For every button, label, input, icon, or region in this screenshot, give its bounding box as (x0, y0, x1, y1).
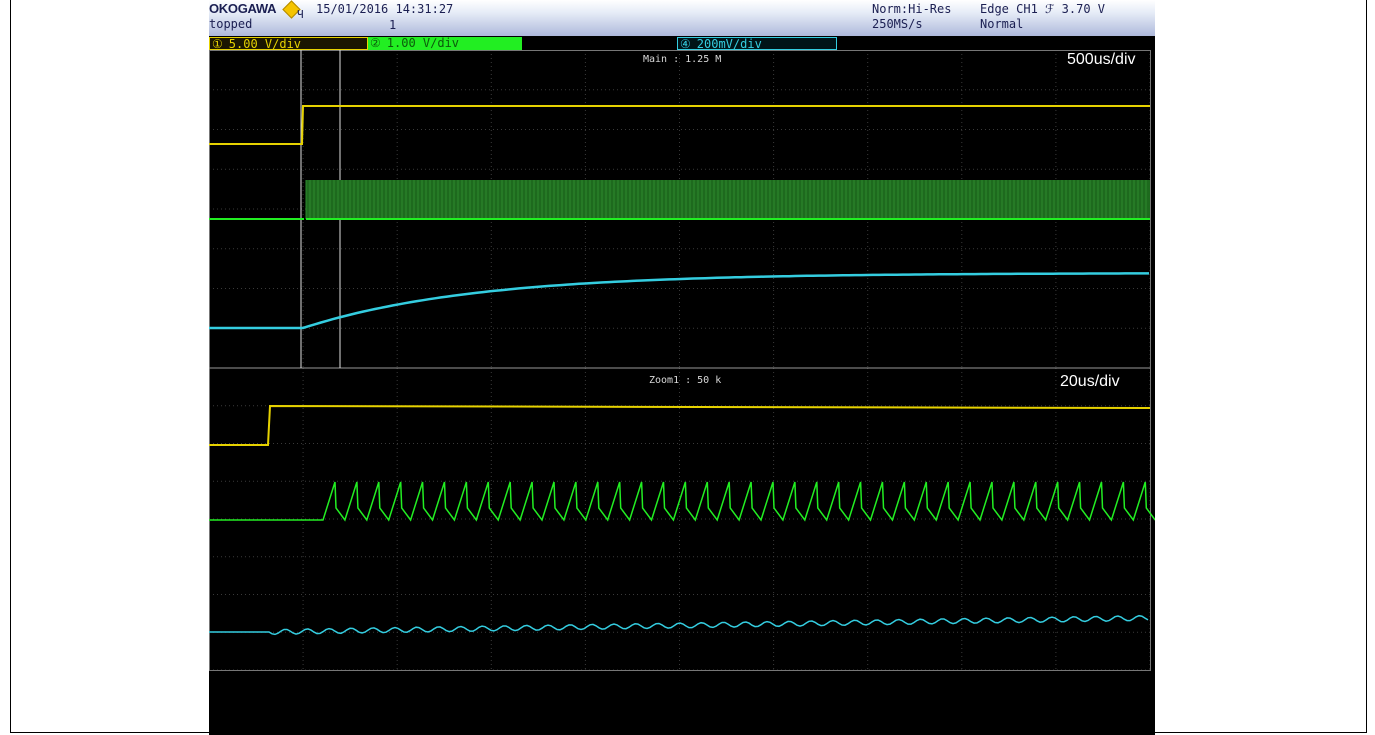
ch2-switching-band (306, 180, 1150, 219)
acquisition-mode: Norm:Hi-Res (872, 2, 952, 16)
datetime-label: 15/01/2016 14:31:27 (316, 2, 454, 16)
main-window-traces (209, 50, 1150, 368)
sample-rate: 250MS/s (872, 17, 923, 31)
brand-label: OKOGAWA (209, 1, 277, 16)
acquisition-status: topped (209, 17, 253, 31)
status-header: OKOGAWA 15/01/2016 14:31:27 topped Ч 1 N… (209, 0, 1155, 36)
ch2-trace-zoom (209, 481, 1155, 522)
circled-1-icon: ① (212, 37, 223, 51)
channel-2-scale[interactable]: ② 1.00 V∕div (368, 37, 522, 50)
ch4-trace-zoom (209, 614, 1149, 636)
circled-4-icon: ④ (680, 37, 691, 51)
screen-border (209, 50, 1151, 671)
main-window-title: Main : 1.25 M (643, 54, 722, 65)
ch1-trace-main (209, 105, 1150, 145)
circled-2-icon: ② (370, 36, 381, 50)
ch1-trace-zoom (209, 404, 1151, 446)
grid (209, 49, 1151, 671)
channel-4-scale[interactable]: ④ 200mV∕div (677, 37, 837, 51)
ch2-switching-stripes (305, 180, 1147, 219)
ch4-trace-main (209, 272, 1149, 330)
main-timebase: 500us/div (1067, 51, 1136, 68)
waveform-area: Main : 1.25 M 500us/div Zoom1 : 50 k 20u… (209, 49, 1155, 735)
zoom-window-traces (209, 404, 1155, 636)
oscilloscope-screen: OKOGAWA 15/01/2016 14:31:27 topped Ч 1 N… (209, 0, 1155, 735)
history-count: 1 (389, 18, 397, 32)
zoom-timebase: 20us/div (1060, 373, 1120, 390)
waveform-display (209, 49, 1155, 671)
trigger-position-icon: Ч (297, 8, 304, 21)
zoom-window-title: Zoom1 : 50 k (649, 375, 722, 386)
trigger-mode: Normal (980, 17, 1024, 31)
channel-1-scale[interactable]: ① 5.00 V∕div (209, 37, 368, 51)
trigger-setting: Edge CH1 ℱ 3.70 V (980, 2, 1106, 16)
